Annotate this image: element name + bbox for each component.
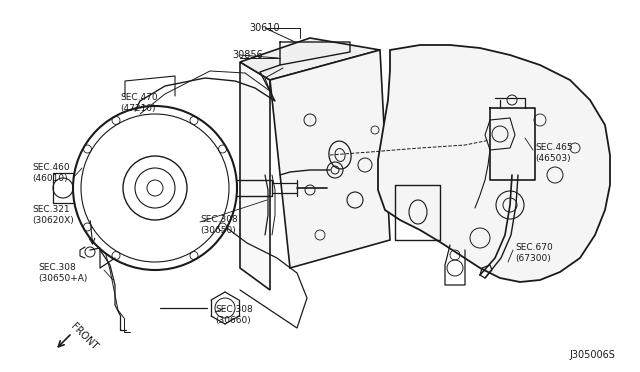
- Text: (67300): (67300): [515, 253, 551, 263]
- Polygon shape: [240, 62, 270, 290]
- Text: (30650): (30650): [200, 225, 236, 234]
- Text: SEC.308: SEC.308: [38, 263, 76, 273]
- Polygon shape: [270, 50, 390, 268]
- Text: FRONT: FRONT: [68, 321, 99, 352]
- Text: (30650+A): (30650+A): [38, 273, 88, 282]
- Text: SEC.465: SEC.465: [535, 144, 573, 153]
- Polygon shape: [378, 45, 610, 282]
- Text: SEC.308: SEC.308: [215, 305, 253, 314]
- Text: 30856: 30856: [232, 50, 263, 60]
- Text: (30660): (30660): [215, 315, 251, 324]
- Text: (46503): (46503): [535, 154, 571, 163]
- Text: (30620X): (30620X): [32, 215, 74, 224]
- Polygon shape: [240, 38, 380, 80]
- Text: SEC.308: SEC.308: [200, 215, 237, 224]
- Text: SEC.470: SEC.470: [120, 93, 157, 103]
- Text: 30610: 30610: [250, 23, 280, 33]
- Text: SEC.321: SEC.321: [32, 205, 70, 215]
- Text: SEC.670: SEC.670: [515, 244, 553, 253]
- Text: J305006S: J305006S: [569, 350, 615, 360]
- Text: (46010): (46010): [32, 173, 68, 183]
- Text: SEC.460: SEC.460: [32, 164, 70, 173]
- Text: (47210): (47210): [120, 103, 156, 112]
